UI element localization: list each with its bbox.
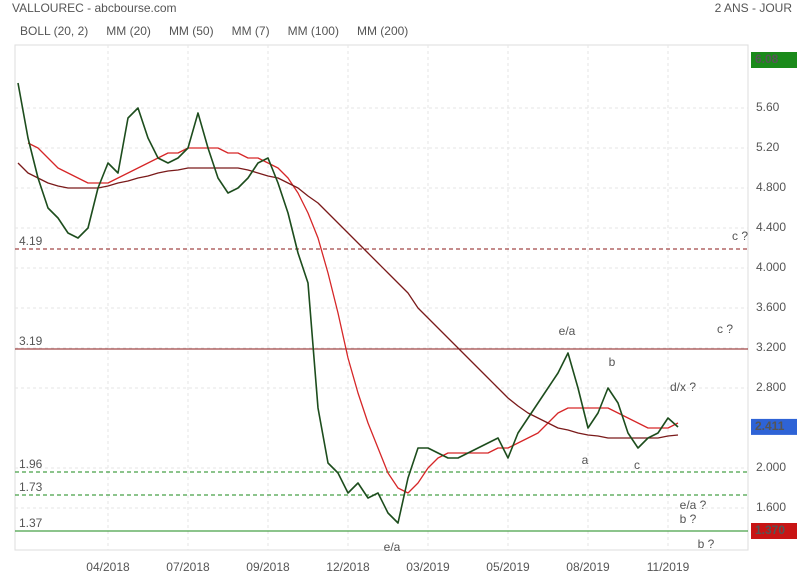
moving-average-line xyxy=(17,162,679,439)
y-tick-label: 1.600 xyxy=(756,500,786,514)
x-tick-label: 03/2019 xyxy=(406,560,450,574)
y-tick-label: 5.20 xyxy=(756,140,780,154)
y-tick-label: 4.400 xyxy=(756,220,786,234)
y-tick-label: 3.600 xyxy=(756,300,786,314)
annotation: c ? xyxy=(732,229,748,243)
price-marker-label: 2.411 xyxy=(755,419,785,433)
price-marker-label: 6.08 xyxy=(755,52,779,66)
annotation: c xyxy=(634,458,640,472)
price-marker xyxy=(751,523,797,539)
level-label: 1.96 xyxy=(19,457,43,471)
legend-entry: MM (100) xyxy=(288,24,339,38)
y-tick-label: 4.800 xyxy=(756,180,786,194)
moving-average-line xyxy=(27,142,679,494)
annotation: b xyxy=(609,355,616,369)
annotation: e/a ? xyxy=(680,498,707,512)
y-tick-label: 2.000 xyxy=(756,460,786,474)
price-line xyxy=(17,82,679,524)
legend-entry: BOLL (20, 2) xyxy=(20,24,88,38)
legend-entry: MM (7) xyxy=(232,24,270,38)
chart-subtitle: 2 ANS - JOUR xyxy=(715,1,793,15)
x-tick-label: 04/2018 xyxy=(86,560,130,574)
x-tick-label: 07/2018 xyxy=(166,560,210,574)
legend-entry: MM (200) xyxy=(357,24,408,38)
legend-entry: MM (20) xyxy=(106,24,151,38)
price-marker xyxy=(751,418,797,435)
plot-frame xyxy=(14,44,749,551)
legend-entry: MM (50) xyxy=(169,24,214,38)
y-tick-label: 2.800 xyxy=(756,380,786,394)
x-tick-label: 05/2019 xyxy=(486,560,530,574)
y-tick-label: 4.000 xyxy=(756,260,786,274)
y-tick-label: 5.60 xyxy=(756,100,780,114)
chart-title: VALLOUREC - abcbourse.com xyxy=(12,1,177,15)
level-label: 4.19 xyxy=(19,234,43,248)
level-label: 1.37 xyxy=(19,516,43,530)
price-marker-label: 1.370 xyxy=(755,523,785,537)
x-tick-label: 11/2019 xyxy=(647,560,690,574)
price-marker xyxy=(751,52,797,68)
annotation: b ? xyxy=(698,537,715,551)
level-label: 1.73 xyxy=(19,480,43,494)
annotation: c ? xyxy=(717,322,733,336)
annotation: a xyxy=(582,453,589,467)
annotation: e/a xyxy=(384,540,401,554)
x-tick-label: 12/2018 xyxy=(326,560,370,574)
level-label: 3.19 xyxy=(19,334,43,348)
annotation: e/a xyxy=(559,324,576,338)
y-tick-label: 3.200 xyxy=(756,340,786,354)
x-tick-label: 08/2019 xyxy=(566,560,610,574)
annotation: b ? xyxy=(680,512,697,526)
annotation: d/x ? xyxy=(670,380,696,394)
x-tick-label: 09/2018 xyxy=(246,560,290,574)
